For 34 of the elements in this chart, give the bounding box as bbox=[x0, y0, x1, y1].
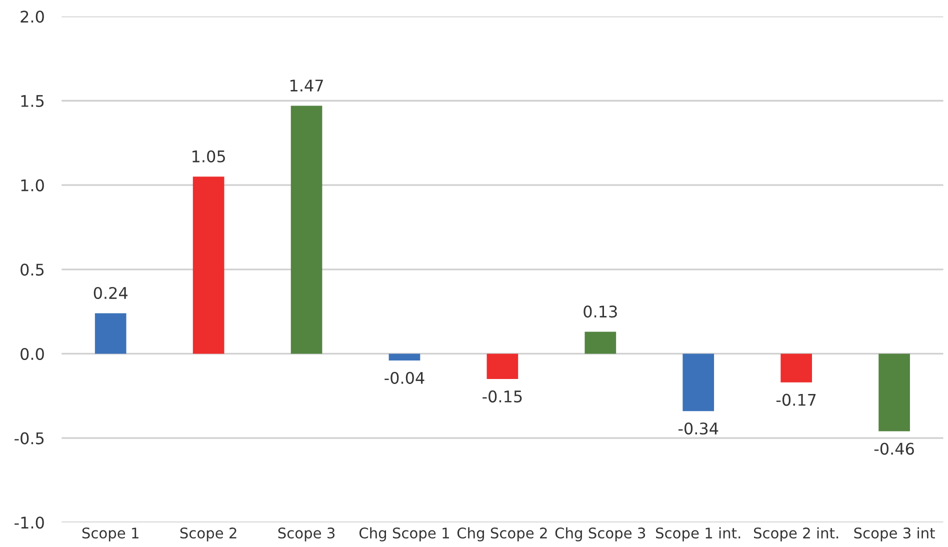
y-tick-label: -0.5 bbox=[14, 432, 44, 444]
x-tick-label: Scope 3 bbox=[278, 528, 335, 542]
data-label: 0.13 bbox=[584, 306, 617, 318]
data-label: -0.04 bbox=[384, 372, 424, 384]
x-tick-label: Scope 1 int. bbox=[656, 527, 740, 542]
data-label: 0.24 bbox=[94, 286, 128, 300]
bar bbox=[584, 332, 616, 354]
bar bbox=[486, 354, 518, 380]
bar bbox=[878, 354, 910, 432]
y-tick-label: 0.0 bbox=[20, 348, 44, 360]
bar bbox=[388, 354, 420, 360]
x-tick-label: Scope 1 bbox=[82, 528, 138, 542]
bar bbox=[94, 313, 126, 354]
x-tick-label: Chg Scope 1 bbox=[359, 527, 449, 542]
x-tick-label: Scope 3 int bbox=[854, 527, 935, 542]
data-label: -0.17 bbox=[776, 394, 816, 406]
x-tick-label: Chg Scope 2 bbox=[457, 527, 547, 542]
bar bbox=[290, 106, 322, 354]
x-tick-label: Chg Scope 3 bbox=[555, 527, 646, 542]
data-label: 1.47 bbox=[290, 80, 323, 92]
y-tick-label: -1.0 bbox=[14, 516, 44, 529]
bar bbox=[192, 176, 224, 354]
y-tick-label: 2.0 bbox=[20, 10, 44, 23]
data-label: 1.05 bbox=[192, 150, 225, 162]
data-label: -0.15 bbox=[482, 390, 522, 402]
y-tick-label: 1.5 bbox=[21, 95, 44, 108]
x-tick-label: Scope 2 bbox=[180, 528, 236, 542]
y-tick-label: 0.5 bbox=[20, 264, 44, 276]
bar bbox=[682, 354, 714, 412]
data-label: -0.46 bbox=[874, 442, 914, 455]
y-tick-label: 1.0 bbox=[21, 179, 44, 192]
bar bbox=[780, 354, 812, 382]
x-tick-label: Scope 2 int. bbox=[754, 527, 838, 542]
data-label: -0.34 bbox=[678, 422, 718, 435]
